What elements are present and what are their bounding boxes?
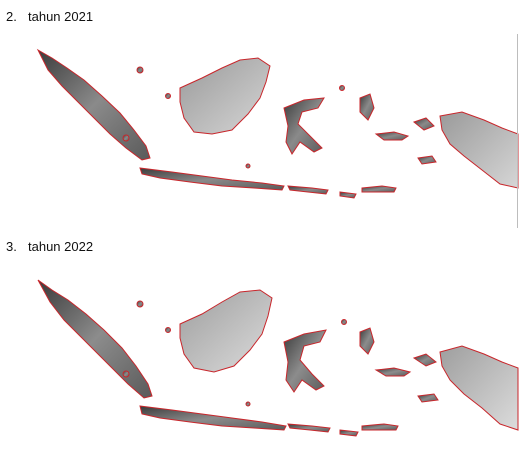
map-caption-2022: 3. tahun 2022 bbox=[6, 239, 93, 254]
maluku-islands bbox=[359, 93, 375, 121]
indonesia-map-2022 bbox=[22, 268, 519, 464]
caption-number: 3. bbox=[6, 239, 17, 254]
caption-number: 2. bbox=[6, 9, 17, 24]
java-island bbox=[139, 405, 287, 431]
sumatra-island bbox=[36, 48, 151, 161]
kalimantan-island bbox=[179, 57, 271, 135]
papua-island bbox=[439, 345, 519, 431]
sulawesi-island bbox=[283, 97, 325, 155]
nusa-tenggara-islands bbox=[287, 423, 331, 433]
nusa-tenggara-islands bbox=[287, 185, 329, 195]
maluku-islands bbox=[359, 327, 375, 355]
papua-island bbox=[439, 111, 519, 189]
sumatra-island bbox=[37, 279, 153, 399]
java-island bbox=[139, 167, 285, 191]
page-edge-rule bbox=[517, 34, 518, 228]
caption-text: tahun 2022 bbox=[28, 239, 94, 254]
caption-text: tahun 2021 bbox=[28, 9, 94, 24]
kalimantan-island bbox=[179, 289, 273, 373]
map-caption-2021: 2. tahun 2021 bbox=[6, 9, 93, 24]
map-graphic bbox=[37, 279, 519, 437]
sulawesi-island bbox=[283, 329, 327, 393]
map-graphic bbox=[36, 48, 519, 199]
indonesia-map-2021 bbox=[22, 38, 519, 222]
